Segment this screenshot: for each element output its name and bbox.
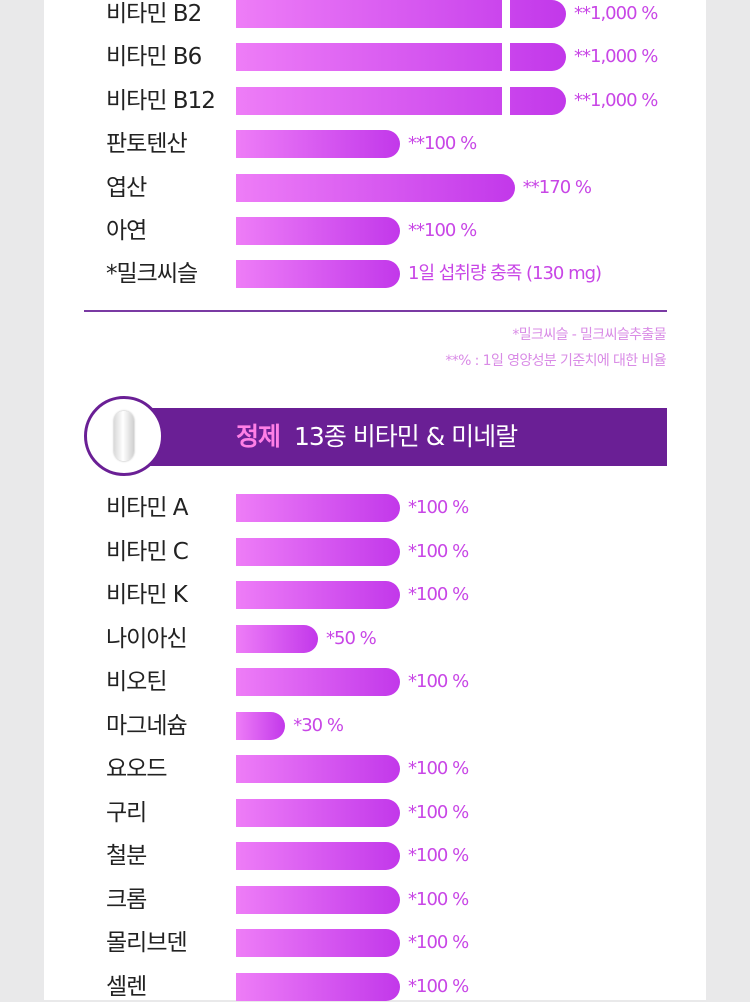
bar-label-비타민-b6: 비타민 B6 [106,44,202,70]
axis-break-비타민-b2 [502,0,510,29]
value-label-비타민-b12: **1,000 % [574,90,658,111]
bar-아연 [236,217,400,245]
bar-label-몰리브덴: 몰리브덴 [106,930,188,956]
value-label-셀렌: *100 % [408,976,469,997]
axis-break-비타민-b6 [502,42,510,72]
tablet-icon [114,411,134,461]
bar-요오드 [236,755,400,783]
bar-label-판토텐산: 판토텐산 [106,131,188,157]
footnote-percent: **% : 1일 영양성분 기준치에 대한 비율 [445,353,666,369]
bar-비타민-k [236,581,400,609]
tablet-kind-label: 정제 [236,422,281,451]
tablet-title-label: 13종 비타민 & 미네랄 [294,422,518,451]
bar-label-셀렌: 셀렌 [106,974,147,1000]
value-label-나이아신: *50 % [326,628,377,649]
bar-비타민-a [236,494,400,522]
bar-철분 [236,842,400,870]
bar-비타민-b2 [236,0,566,28]
bar-label-나이아신: 나이아신 [106,626,188,652]
value-label-비타민-b6: **1,000 % [574,46,658,67]
bar-label-마그네슘: 마그네슘 [106,713,188,739]
tablet-section-title: 정제 13종 비타민 & 미네랄 [236,418,518,456]
bar-label-비오틴: 비오틴 [106,669,167,695]
value-label-요오드: *100 % [408,758,469,779]
bar-크롬 [236,886,400,914]
bar-판토텐산 [236,130,400,158]
bar-label-요오드: 요오드 [106,756,167,782]
bar-몰리브덴 [236,929,400,957]
bar-label-비타민-k: 비타민 K [106,582,188,608]
bar-비타민-b12 [236,87,566,115]
bar-label-비타민-c: 비타민 C [106,539,189,565]
value-label-철분: *100 % [408,845,469,866]
bar-label-비타민-b2: 비타민 B2 [106,1,202,27]
value-label-비타민-b2: **1,000 % [574,3,658,24]
value-label-마그네슘: *30 % [293,715,344,736]
bar-label-비타민-a: 비타민 A [106,495,189,521]
bar-label-철분: 철분 [106,843,147,869]
value-label-크롬: *100 % [408,889,469,910]
bar-label-구리: 구리 [106,800,147,826]
value-label-밀크씨슬: 1일 섭취량 충족 (130 mg) [408,263,602,284]
value-label-비타민-c: *100 % [408,541,469,562]
bar-구리 [236,799,400,827]
bar-label-비타민-b12: 비타민 B12 [106,88,216,114]
footnote-milk-thistle: *밀크씨슬 - 밀크씨슬추출물 [512,327,666,343]
bar-label-크롬: 크롬 [106,887,147,913]
bar-엽산 [236,174,515,202]
value-label-비오틴: *100 % [408,671,469,692]
axis-break-비타민-b12 [502,86,510,116]
value-label-판토텐산: **100 % [408,133,477,154]
bar-label-아연: 아연 [106,218,147,244]
value-label-비타민-a: *100 % [408,497,469,518]
bar-비타민-c [236,538,400,566]
section-divider [84,310,667,312]
bar-밀크씨슬 [236,260,400,288]
value-label-구리: *100 % [408,802,469,823]
bar-label-엽산: 엽산 [106,175,147,201]
bar-label-밀크씨슬: *밀크씨슬 [106,261,198,287]
bar-비오틴 [236,668,400,696]
value-label-아연: **100 % [408,220,477,241]
bar-마그네슘 [236,712,286,740]
value-label-비타민-k: *100 % [408,584,469,605]
value-label-엽산: **170 % [522,177,592,198]
value-label-몰리브덴: *100 % [408,932,469,953]
bar-나이아신 [236,625,318,653]
tablet-badge [84,396,164,476]
tablet-section-banner [124,408,667,466]
bar-셀렌 [236,973,400,1001]
bar-비타민-b6 [236,43,566,71]
